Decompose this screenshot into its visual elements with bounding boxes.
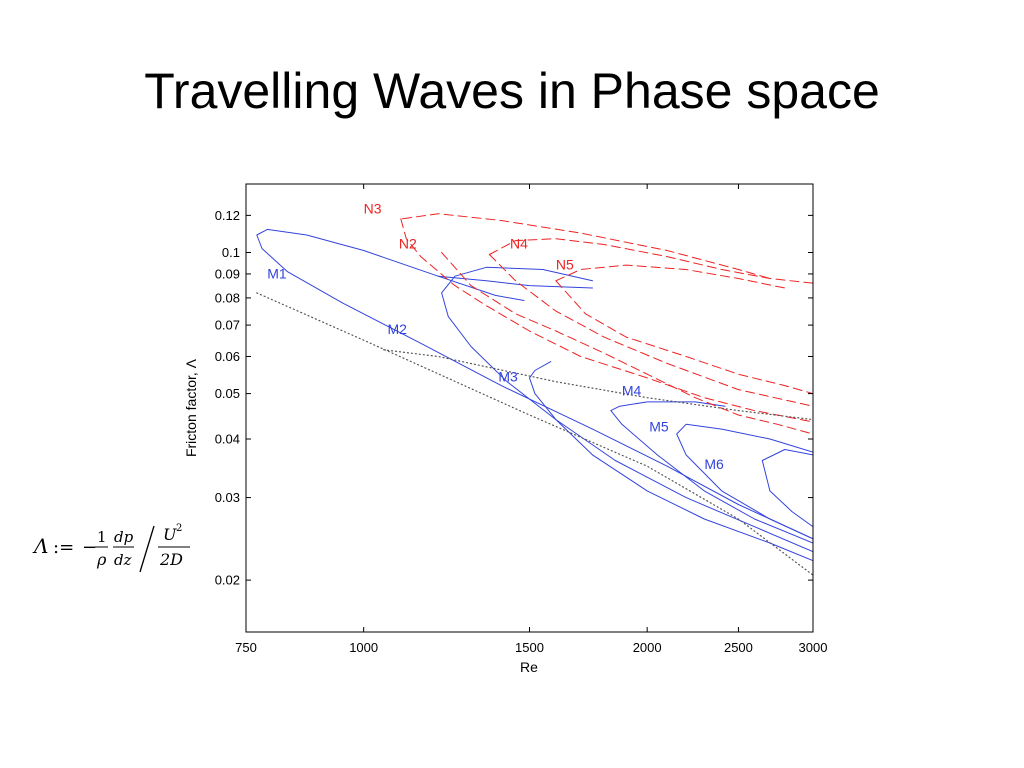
- series-line-m4: [610, 401, 813, 544]
- axes-group: 750 1000 1500 2000 2500 3000 0.02 0.03 0.04 0.05 0…: [215, 184, 828, 655]
- series-label-n3: N3: [364, 201, 382, 217]
- y-tick-label: 0.06: [215, 349, 240, 364]
- y-axis-label: Fricton factor, Λ: [183, 358, 199, 457]
- formula-u: U: [163, 525, 177, 544]
- series-line-n3: [400, 218, 813, 423]
- series-line-n5-lower: [555, 280, 813, 395]
- x-tick-label: 2500: [724, 640, 753, 655]
- y-tick-label: 0.02: [215, 573, 240, 588]
- formula-u-squared: 2: [176, 523, 182, 534]
- series-line-m6: [761, 449, 813, 528]
- series-line-n4-lower: [488, 254, 813, 407]
- formula-dp: dp: [114, 528, 134, 546]
- x-tick-label: 1500: [515, 640, 544, 655]
- series-label-n4: N4: [510, 235, 528, 251]
- slide-title: Travelling Waves in Phase space: [144, 63, 880, 119]
- series-line-m1-branch: [437, 275, 593, 289]
- series-label-m4: M4: [622, 383, 642, 399]
- series-label-n2: N2: [399, 235, 417, 251]
- y-tick-label: 0.03: [215, 490, 240, 505]
- formula-one: 1: [97, 528, 107, 546]
- y-tick-label: 0.05: [215, 386, 240, 401]
- x-tick-label: 750: [235, 640, 257, 655]
- y-tick-label: 0.09: [215, 266, 240, 281]
- y-tick-label: 0.12: [215, 208, 240, 223]
- series-line-m1: [256, 228, 813, 540]
- series-label-m3: M3: [498, 369, 518, 385]
- y-tick-label: 0.1: [222, 245, 240, 260]
- y-tick-label: 0.04: [215, 432, 240, 447]
- formula-dz: dz: [114, 551, 132, 569]
- plot-frame: [245, 183, 814, 633]
- y-tick-label: 0.08: [215, 290, 240, 305]
- formula-rho: ρ: [96, 550, 107, 569]
- series-line-n3-upper: [402, 213, 771, 279]
- series-line-n5: [555, 264, 786, 289]
- formula-2d: 2D: [159, 550, 183, 569]
- friction-factor-formula: Λ := − 1 ρ dp dz U 2 2D: [32, 523, 190, 573]
- x-tick-label: 2000: [633, 640, 662, 655]
- formula-minus: −: [82, 537, 97, 558]
- x-tick-label: 3000: [799, 640, 828, 655]
- series-label-m5: M5: [649, 419, 669, 435]
- series-line-n2: [441, 252, 813, 435]
- formula-assign: :=: [53, 537, 74, 558]
- curve-labels-group: M1 M2 M3 M4 M5 M6 N2 N3 N4 N5: [267, 201, 724, 472]
- series-line-dotted-lower: [256, 292, 813, 576]
- series-line-m5: [676, 423, 813, 540]
- series-label-m2: M2: [387, 321, 407, 337]
- formula-lambda: Λ: [32, 534, 48, 558]
- x-tick-label: 1000: [349, 640, 378, 655]
- series-line-m2: [441, 266, 813, 553]
- formula-slash: [139, 525, 155, 573]
- x-axis-label: Re: [520, 659, 538, 675]
- series-label-m1: M1: [267, 266, 287, 282]
- curves-group: [256, 213, 813, 576]
- series-line-n4: [488, 238, 813, 284]
- series-label-n5: N5: [556, 256, 574, 272]
- series-label-m6: M6: [704, 456, 724, 472]
- series-line-m3: [529, 361, 813, 562]
- series-line-dotted-upper: [383, 349, 813, 421]
- y-tick-label: 0.07: [215, 318, 240, 333]
